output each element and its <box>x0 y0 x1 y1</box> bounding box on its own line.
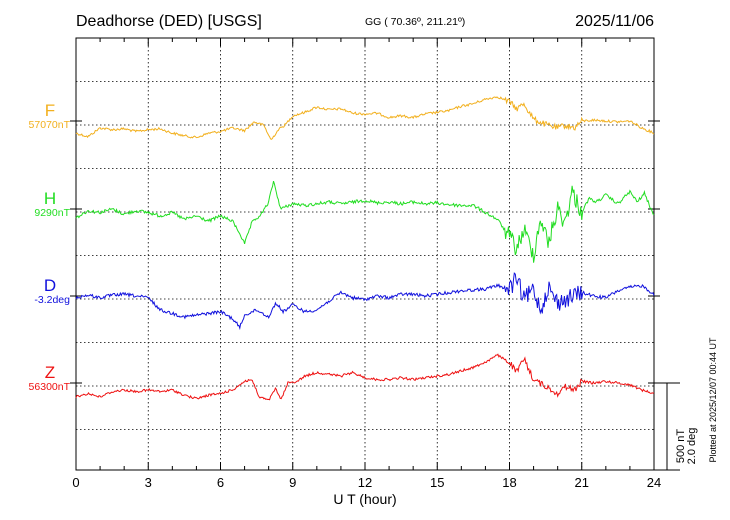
coords-label: GG ( 70.36º, 211.21º) <box>365 16 465 28</box>
x-tick-label: 21 <box>575 475 589 490</box>
scale-bar-nt-label: 500 nT <box>675 429 687 464</box>
series-line-z <box>75 353 655 401</box>
series-name-d: D <box>44 276 56 295</box>
grid <box>70 38 660 470</box>
plotted-note: Plotted at 2025/12/07 00:44 UT <box>708 337 718 463</box>
series-name-f: F <box>45 101 55 120</box>
series-baseline-z: 56300nT <box>29 381 71 393</box>
scale-bar-deg-label: 2.0 deg <box>686 428 698 465</box>
series-baseline-d: -3.2deg <box>34 294 70 306</box>
x-tick-label: 15 <box>430 475 444 490</box>
x-tick-label: 24 <box>647 475 661 490</box>
x-tick-label: 12 <box>358 475 372 490</box>
x-tick-label: 3 <box>145 475 152 490</box>
x-axis: 0 3 6 9 12 15 18 21 24 <box>72 38 661 490</box>
x-tick-label: 9 <box>289 475 296 490</box>
series-layer <box>75 96 655 401</box>
series-baseline-h: 9290nT <box>34 207 70 219</box>
scale-bar: 500 nT 2.0 deg <box>654 382 698 471</box>
series-line-d <box>75 272 655 331</box>
date-label: 2025/11/06 <box>575 13 654 30</box>
series-name-z: Z <box>45 363 55 382</box>
series-name-h: H <box>44 189 56 208</box>
x-axis-label: U T (hour) <box>333 491 396 507</box>
station-title: Deadhorse (DED) [USGS] <box>76 13 262 30</box>
x-tick-label: 6 <box>217 475 224 490</box>
series-line-h <box>75 180 655 263</box>
x-tick-label: 18 <box>502 475 516 490</box>
series-line-f <box>75 96 655 140</box>
series-baseline-f: 57070nT <box>29 119 71 131</box>
x-tick-label: 0 <box>72 475 79 490</box>
